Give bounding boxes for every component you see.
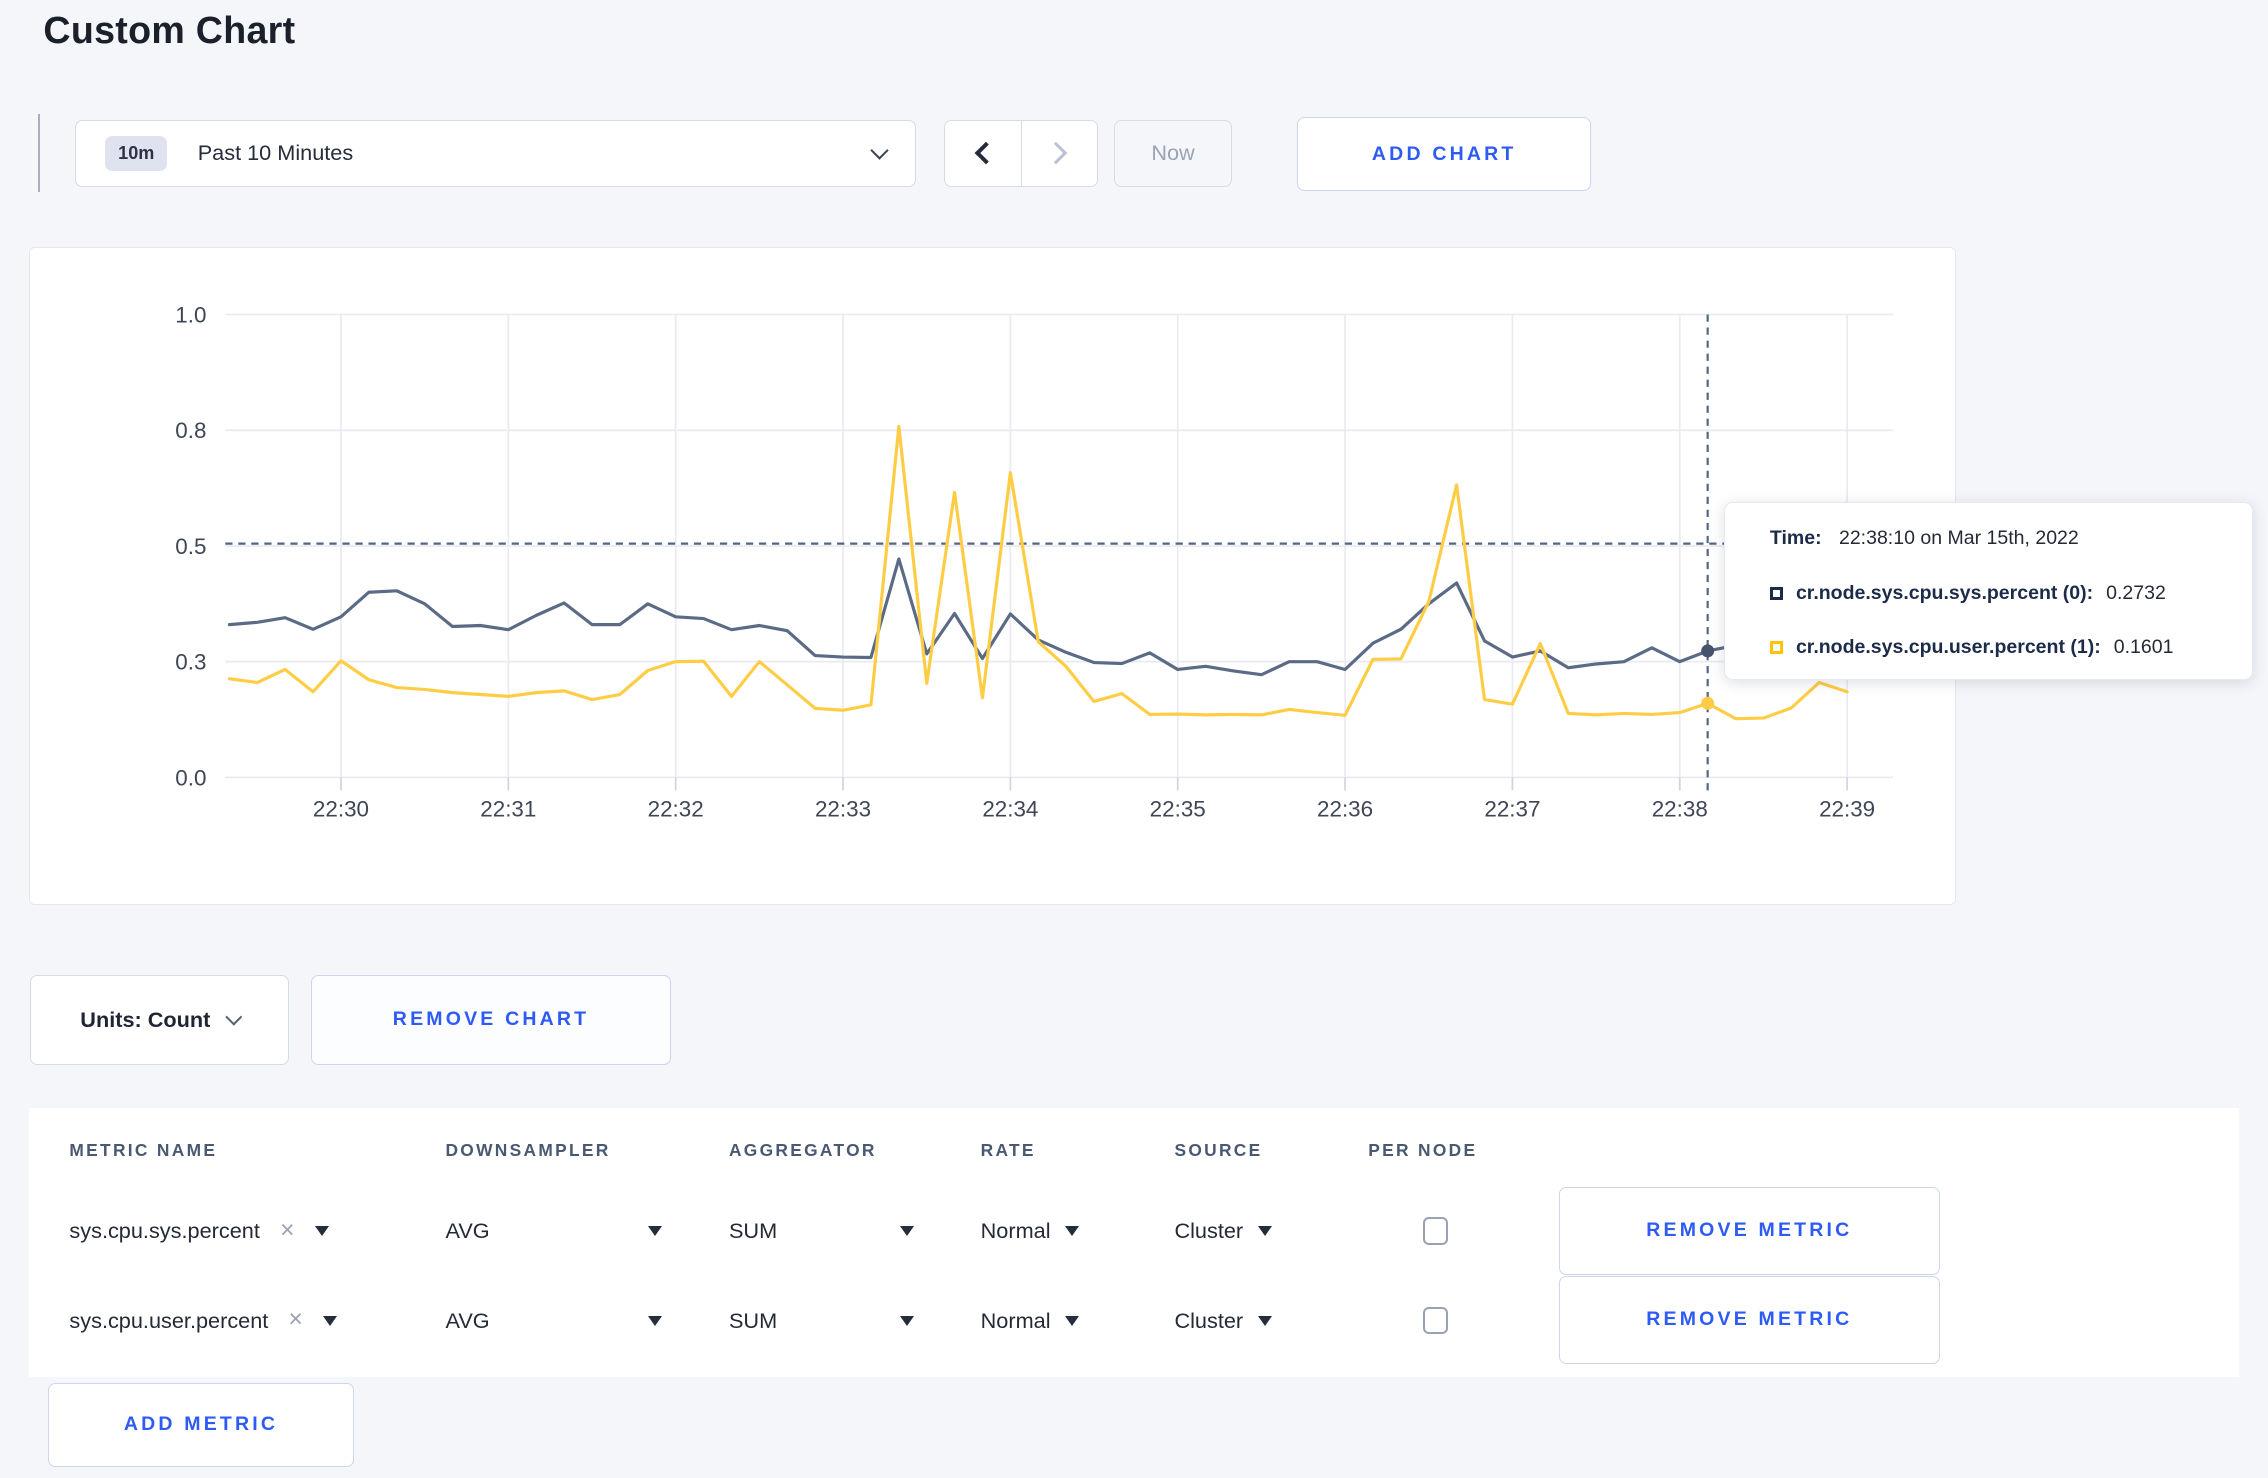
rate-value: Normal bbox=[980, 1217, 1051, 1243]
per-node-checkbox[interactable] bbox=[1423, 1306, 1448, 1335]
chart-card: 0.0 0.3 0.5 0.8 1.0 22:30 22:31 22:32 22:33 22:34… bbox=[28, 247, 1957, 906]
downsampler-value: AVG bbox=[445, 1307, 490, 1333]
source-select[interactable]: Cluster bbox=[1174, 1218, 1368, 1244]
series-line-1 bbox=[227, 425, 1849, 721]
metric-row: sys.cpu.user.percent × AVG SUM Normal Cl… bbox=[29, 1275, 2239, 1366]
tooltip-time-value: 22:38:10 on Mar 15th, 2022 bbox=[1838, 527, 2079, 550]
metric-name-value: sys.cpu.sys.percent bbox=[69, 1217, 260, 1243]
col-header-metric-name: METRIC NAME bbox=[69, 1139, 218, 1160]
time-shift-buttons bbox=[944, 120, 1098, 187]
caret-down-icon bbox=[1064, 1225, 1079, 1236]
timeseries-chart[interactable]: 0.0 0.3 0.5 0.8 1.0 22:30 22:31 22:32 22:33 22:34… bbox=[30, 248, 1957, 906]
y-axis-tick-label: 1.0 bbox=[175, 303, 206, 328]
remove-chart-button[interactable]: REMOVE CHART bbox=[310, 974, 672, 1065]
y-axis-tick-label: 0.5 bbox=[175, 534, 206, 559]
shift-back-button[interactable] bbox=[945, 121, 1021, 186]
per-node-checkbox[interactable] bbox=[1423, 1217, 1448, 1245]
metrics-table: METRIC NAME DOWNSAMPLER AGGREGATOR RATE … bbox=[28, 1107, 2240, 1377]
y-axis-tick-label: 0.0 bbox=[175, 766, 206, 791]
tooltip-time-row: Time: 22:38:10 on Mar 15th, 2022 bbox=[1770, 527, 2229, 550]
caret-down-icon bbox=[900, 1225, 915, 1236]
x-axis-tick-label: 22:35 bbox=[1150, 797, 1206, 822]
tooltip-series-value: 0.1601 bbox=[2113, 635, 2174, 658]
chart-hover-tooltip: Time: 22:38:10 on Mar 15th, 2022 cr.node… bbox=[1724, 501, 2254, 680]
now-button[interactable]: Now bbox=[1113, 120, 1233, 187]
y-axis-tick-label: 0.8 bbox=[175, 419, 206, 444]
col-header-per-node: PER NODE bbox=[1368, 1139, 1478, 1160]
crosshair-point-0 bbox=[1701, 644, 1715, 658]
col-header-rate: RATE bbox=[980, 1139, 1036, 1160]
x-axis-tick-label: 22:36 bbox=[1317, 797, 1373, 822]
caret-down-icon bbox=[648, 1315, 663, 1326]
remove-metric-button[interactable]: REMOVE METRIC bbox=[1559, 1186, 1940, 1275]
metric-name-value: sys.cpu.user.percent bbox=[69, 1307, 269, 1333]
units-label: Units: Count bbox=[80, 1006, 211, 1032]
tooltip-series-row: cr.node.sys.cpu.user.percent (1): 0.1601 bbox=[1769, 635, 2229, 659]
x-axis-tick-label: 22:39 bbox=[1819, 797, 1875, 822]
tooltip-series-label: cr.node.sys.cpu.user.percent (1): bbox=[1795, 635, 2101, 658]
metric-select-caret-icon[interactable] bbox=[323, 1315, 338, 1326]
x-axis-tick-label: 22:31 bbox=[480, 797, 536, 822]
sys-series-swatch-icon bbox=[1769, 586, 1783, 600]
source-select[interactable]: Cluster bbox=[1174, 1308, 1368, 1334]
caret-down-icon bbox=[900, 1315, 915, 1326]
series-line-0 bbox=[227, 557, 1849, 677]
downsampler-select[interactable]: AVG bbox=[445, 1217, 663, 1244]
aggregator-select[interactable]: SUM bbox=[728, 1307, 915, 1334]
downsampler-select[interactable]: AVG bbox=[445, 1307, 663, 1334]
tooltip-series-row: cr.node.sys.cpu.sys.percent (0): 0.2732 bbox=[1769, 581, 2229, 605]
time-range-label: Past 10 Minutes bbox=[197, 140, 354, 166]
rate-select[interactable]: Normal bbox=[981, 1218, 1175, 1244]
x-axis-tick-label: 22:37 bbox=[1484, 797, 1540, 822]
aggregator-select[interactable]: SUM bbox=[728, 1217, 915, 1244]
rate-value: Normal bbox=[980, 1307, 1051, 1333]
user-series-swatch-icon bbox=[1769, 640, 1783, 654]
rate-select[interactable]: Normal bbox=[981, 1308, 1175, 1334]
clear-metric-icon[interactable]: × bbox=[280, 1216, 295, 1244]
caret-down-icon bbox=[1064, 1315, 1079, 1326]
x-axis-tick-label: 22:30 bbox=[313, 797, 369, 822]
tooltip-time-label: Time: bbox=[1769, 527, 1822, 550]
time-range-badge: 10m bbox=[105, 135, 168, 172]
remove-metric-button[interactable]: REMOVE METRIC bbox=[1559, 1275, 1940, 1364]
page-title: Custom Chart bbox=[43, 8, 296, 51]
tooltip-series-value: 0.2732 bbox=[2106, 581, 2166, 604]
aggregator-value: SUM bbox=[728, 1307, 778, 1333]
x-axis-tick-label: 22:38 bbox=[1652, 797, 1708, 822]
crosshair-point-1 bbox=[1701, 697, 1715, 711]
tooltip-series-label: cr.node.sys.cpu.sys.percent (0): bbox=[1795, 581, 2094, 604]
chevron-right-icon bbox=[1045, 142, 1068, 165]
time-range-dropdown[interactable]: 10m Past 10 Minutes bbox=[75, 120, 916, 187]
caret-down-icon bbox=[1257, 1315, 1272, 1326]
col-header-aggregator: AGGREGATOR bbox=[728, 1139, 877, 1160]
y-axis-tick-label: 0.3 bbox=[175, 650, 206, 675]
col-header-downsampler: DOWNSAMPLER bbox=[445, 1139, 611, 1160]
add-metric-button[interactable]: ADD METRIC bbox=[47, 1382, 355, 1467]
source-value: Cluster bbox=[1174, 1307, 1244, 1333]
add-chart-button[interactable]: ADD CHART bbox=[1297, 117, 1592, 191]
caret-down-icon bbox=[648, 1225, 663, 1236]
downsampler-value: AVG bbox=[445, 1217, 490, 1243]
metrics-table-header: METRIC NAME DOWNSAMPLER AGGREGATOR RATE … bbox=[29, 1108, 2239, 1186]
toolbar-divider bbox=[37, 114, 41, 193]
chevron-down-icon bbox=[225, 1008, 242, 1025]
x-axis-tick-label: 22:32 bbox=[648, 797, 704, 822]
col-header-source: SOURCE bbox=[1174, 1139, 1263, 1160]
shift-forward-button[interactable] bbox=[1020, 121, 1097, 186]
aggregator-value: SUM bbox=[728, 1217, 778, 1243]
chevron-left-icon bbox=[974, 142, 998, 165]
clear-metric-icon[interactable]: × bbox=[288, 1306, 303, 1334]
source-value: Cluster bbox=[1174, 1217, 1244, 1243]
units-dropdown[interactable]: Units: Count bbox=[30, 974, 290, 1065]
x-axis-tick-label: 22:33 bbox=[815, 797, 871, 822]
metric-select-caret-icon[interactable] bbox=[314, 1225, 329, 1236]
caret-down-icon bbox=[1257, 1225, 1272, 1236]
metric-row: sys.cpu.sys.percent × AVG SUM Normal Clu… bbox=[29, 1186, 2239, 1276]
x-axis-tick-label: 22:34 bbox=[982, 797, 1038, 822]
chevron-down-icon bbox=[869, 141, 889, 160]
